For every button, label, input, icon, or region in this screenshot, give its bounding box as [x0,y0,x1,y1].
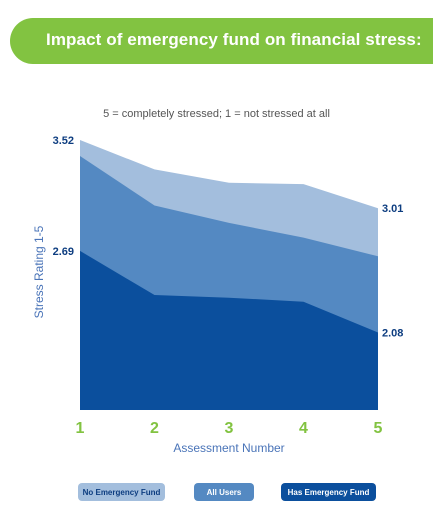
legend-no-emergency-fund: No Emergency Fund [78,483,165,501]
legend-all-users: All Users [194,483,254,501]
x-tick-label: 1 [76,420,85,437]
x-tick-label: 3 [225,420,234,437]
area-has-emergency-fund [80,250,378,410]
legend-label: Has Emergency Fund [287,487,370,497]
legend-label: No Emergency Fund [82,487,161,497]
legend-has-emergency-fund: Has Emergency Fund [281,483,376,501]
data-label: 3.01 [382,203,403,215]
x-axis-label: Assessment Number [173,441,284,455]
data-label: 2.08 [382,327,403,339]
data-label: 2.69 [53,246,74,258]
legend-label: All Users [206,487,242,497]
title-banner: Impact of emergency fund on financial st… [10,18,433,64]
chart-subtitle: 5 = completely stressed; 1 = not stresse… [103,108,330,120]
y-axis-label: Stress Rating 1-5 [32,225,46,318]
x-tick-label: 4 [299,420,308,437]
x-tick-label: 5 [374,420,383,437]
x-tick-label: 2 [150,420,159,437]
chart-title: Impact of emergency fund on financial st… [46,30,422,49]
data-label: 3.52 [53,135,74,147]
